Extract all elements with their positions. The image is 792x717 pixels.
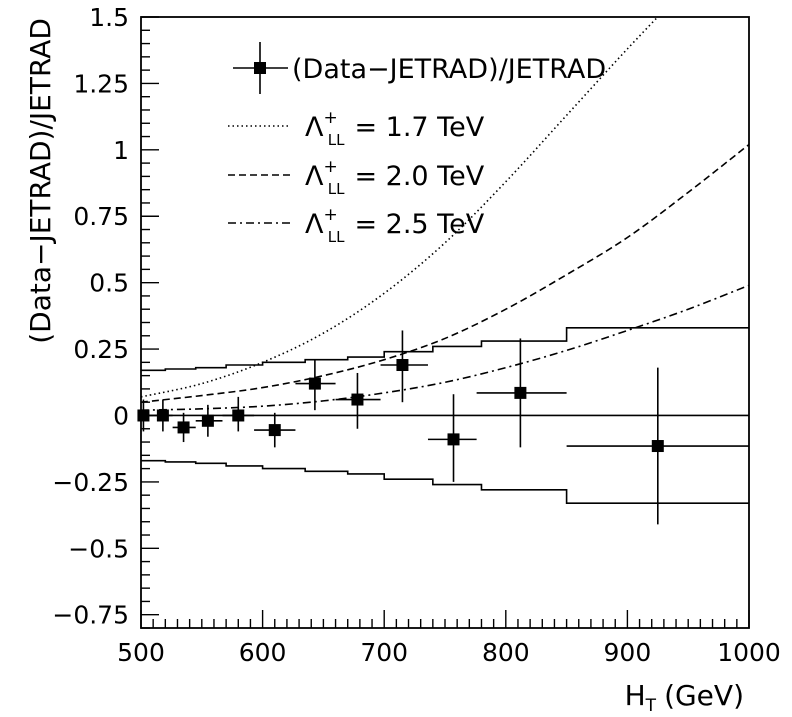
legend-label-sub: LL xyxy=(328,131,345,149)
data-marker xyxy=(268,424,281,437)
data-marker xyxy=(156,409,169,422)
legend-marker xyxy=(254,62,266,74)
x-tick-label: 800 xyxy=(482,638,530,667)
y-tick-label: 0.5 xyxy=(89,269,129,298)
data-marker xyxy=(396,359,409,372)
legend-entry-dotted: Λ+ LL = 1.7 TeV xyxy=(228,108,485,149)
y-tick-label: −0.25 xyxy=(52,468,129,497)
data-point-3 xyxy=(172,412,196,443)
data-point-10 xyxy=(427,394,477,482)
legend-label-sup: + xyxy=(323,108,337,128)
data-point-8 xyxy=(335,372,381,429)
data-point-7 xyxy=(295,359,336,411)
data-point-5 xyxy=(222,396,255,432)
systematic-band-upper xyxy=(141,327,749,372)
curve-dashdot xyxy=(141,284,749,411)
data-marker xyxy=(177,421,190,434)
legend-label: Λ+ LL = 2.0 TeV xyxy=(305,157,485,198)
data-marker xyxy=(514,386,527,399)
y-tick-label: 0.25 xyxy=(73,335,129,364)
data-point-9 xyxy=(380,330,428,403)
data-point-12 xyxy=(566,367,749,525)
curve-dashed xyxy=(141,143,749,403)
legend-label-sup: + xyxy=(323,157,337,177)
y-tick-label: 0 xyxy=(113,401,129,430)
data-point-4 xyxy=(195,404,223,437)
legend-label-value: = 2.0 TeV xyxy=(354,161,484,192)
x-tick-label: 500 xyxy=(117,638,165,667)
legend-label-sub: LL xyxy=(328,180,345,198)
data-marker xyxy=(308,377,321,390)
x-axis-title-sub: T xyxy=(645,696,657,716)
x-tick-label: 1000 xyxy=(717,638,781,667)
axes: 500 600 700 800 900 1000 −0.75 −0.5 −0.25 0 0.25 0.… xyxy=(24,3,781,716)
legend-entry-dashdot: Λ+ LL = 2.5 TeV xyxy=(228,205,485,246)
data-points xyxy=(137,330,749,525)
legend-label-symbol: Λ xyxy=(305,209,324,240)
x-axis-title-main: H xyxy=(625,679,646,712)
data-point-11 xyxy=(476,338,567,448)
legend-label: (Data−JETRAD)/JETRAD xyxy=(292,54,606,85)
x-tick-label: 900 xyxy=(604,638,652,667)
y-tick-label: −0.75 xyxy=(52,601,129,630)
y-tick-label: 1.25 xyxy=(73,69,129,98)
legend-label-symbol: Λ xyxy=(305,112,324,143)
plot-frame xyxy=(140,16,750,629)
data-marker xyxy=(651,440,664,453)
legend-label: Λ+ LL = 2.5 TeV xyxy=(305,205,485,246)
x-axis-title: HT (GeV) xyxy=(625,679,744,716)
legend-label-symbol: Λ xyxy=(305,161,324,192)
data-marker xyxy=(201,414,214,427)
legend-entry-dashed: Λ+ LL = 2.0 TeV xyxy=(228,157,485,198)
legend-label-value: = 2.5 TeV xyxy=(354,209,484,240)
curve-dotted xyxy=(141,17,659,398)
y-tick-label: 0.75 xyxy=(73,202,129,231)
curves-layer xyxy=(141,17,749,411)
data-marker xyxy=(351,393,364,406)
legend-label: Λ+ LL = 1.7 TeV xyxy=(305,108,485,149)
data-marker xyxy=(447,433,460,446)
x-axis-title-unit: (GeV) xyxy=(664,679,744,712)
legend-label-sup: + xyxy=(323,205,337,225)
x-tick-label: 700 xyxy=(360,638,408,667)
legend-entry-data: (Data−JETRAD)/JETRAD xyxy=(233,42,606,94)
x-tick-label: 600 xyxy=(239,638,287,667)
y-axis-title: (Data−JETRAD)/JETRAD xyxy=(24,18,57,344)
data-marker xyxy=(232,409,245,422)
y-tick-label: 1 xyxy=(113,136,129,165)
legend-label-value: = 1.7 TeV xyxy=(354,112,484,143)
legend-label-sub: LL xyxy=(328,228,345,246)
y-tick-label: 1.5 xyxy=(89,3,129,32)
data-point-6 xyxy=(254,412,296,448)
systematic-band-lower xyxy=(141,459,749,504)
y-tick-label: −0.5 xyxy=(68,534,129,563)
